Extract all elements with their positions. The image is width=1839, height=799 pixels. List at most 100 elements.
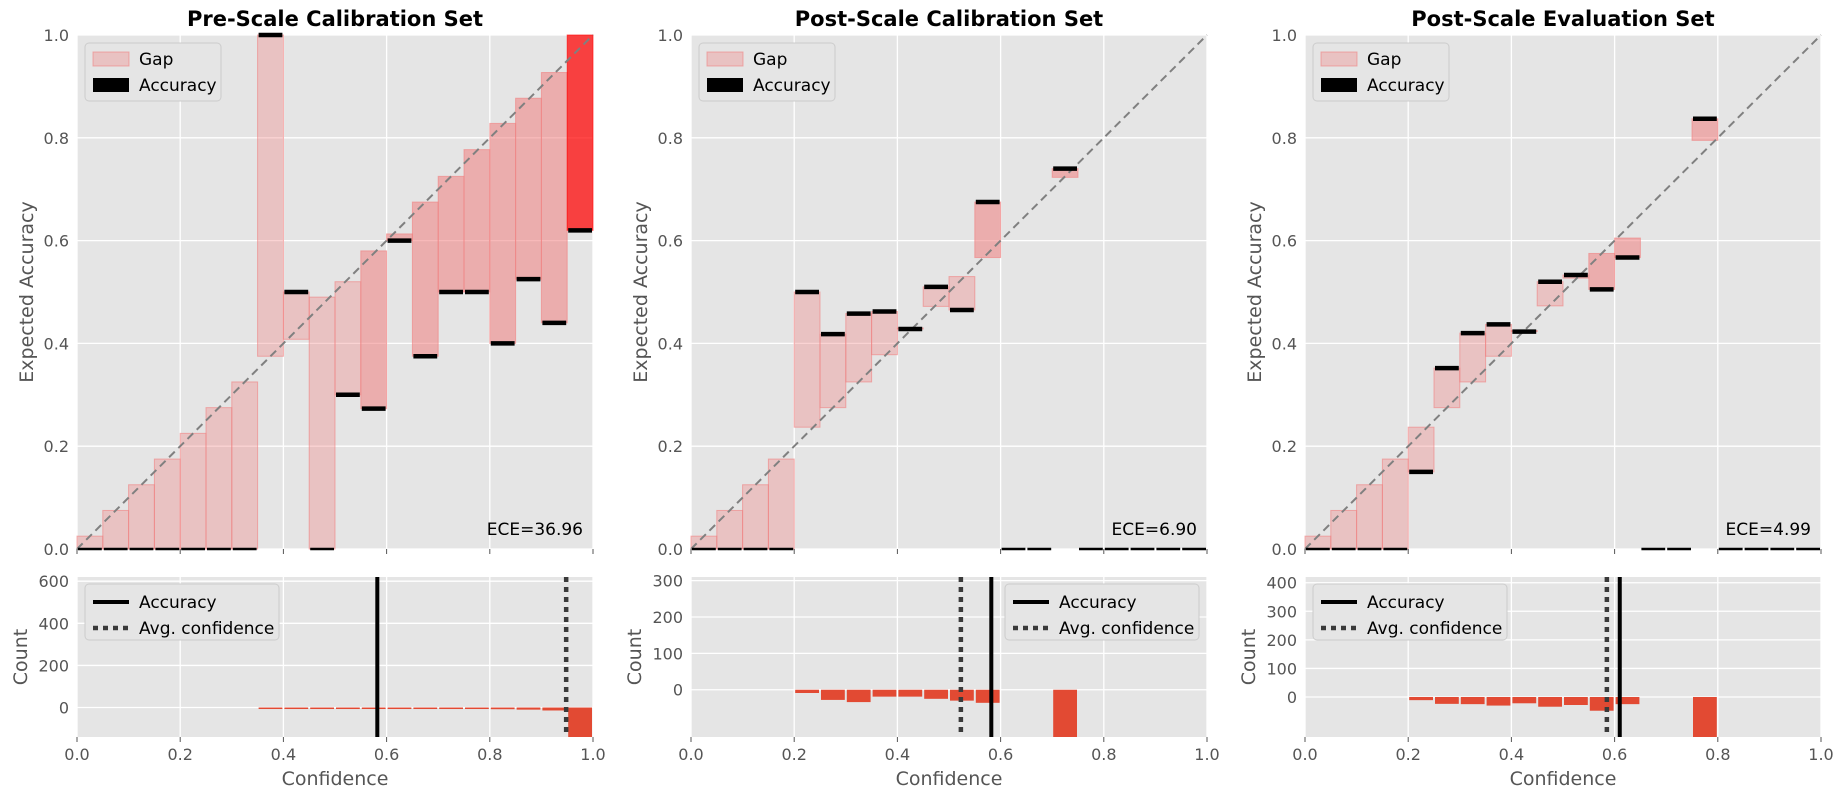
x-axis-label: Confidence — [1510, 768, 1617, 790]
count-y-tick-label: 600 — [38, 572, 69, 591]
count-y-tick-label: 300 — [652, 572, 683, 591]
legend-gap-swatch — [92, 51, 130, 67]
y-tick-label: 0.6 — [1272, 232, 1297, 251]
legend-bottom-accuracy-label: Accuracy — [1059, 593, 1137, 613]
count-bar — [1564, 697, 1588, 705]
count-bar — [413, 707, 438, 710]
gap-bar — [1459, 332, 1487, 383]
x-tick-label: 0.4 — [271, 745, 296, 764]
bottom-legend-box — [1004, 583, 1200, 641]
x-tick-label: 0.2 — [781, 745, 806, 764]
count-y-tick-label: 100 — [652, 644, 683, 663]
count-y-tick-label: 0 — [59, 699, 69, 718]
gap-bar — [793, 291, 821, 428]
y-tick-label: 0.2 — [1272, 437, 1297, 456]
count-bar — [542, 707, 567, 711]
x-tick-label: 0.0 — [64, 745, 89, 764]
count-bar — [975, 689, 1000, 703]
y-tick-label: 0.0 — [658, 540, 683, 559]
gap-bar — [871, 311, 898, 356]
y-tick-label: 0.0 — [44, 540, 69, 559]
gap-bar — [1485, 323, 1512, 357]
count-bar — [950, 689, 974, 701]
bottom-legend-box — [84, 583, 280, 641]
y-axis-label-bottom: Count — [1238, 629, 1260, 685]
x-tick-label: 1.0 — [580, 745, 605, 764]
count-bar — [258, 707, 283, 710]
legend-gap-label: Gap — [1367, 50, 1401, 70]
legend-accuracy-swatch — [1321, 78, 1357, 92]
count-bar — [516, 707, 541, 710]
gap-bar — [411, 201, 439, 357]
y-tick-label: 1.0 — [1272, 26, 1297, 45]
gap-bar — [742, 484, 769, 550]
count-bar — [490, 707, 515, 710]
y-axis-label-bottom: Count — [624, 629, 646, 685]
count-bar — [1512, 697, 1537, 704]
count-y-tick-label: 400 — [38, 614, 69, 633]
gap-bar — [231, 381, 259, 550]
y-tick-label: 0.6 — [44, 232, 69, 251]
count-bar — [846, 689, 871, 703]
count-bar — [361, 707, 386, 710]
ece-label: ECE=36.96 — [487, 520, 583, 540]
legend-gap-swatch — [706, 51, 744, 67]
count-bar — [821, 689, 845, 700]
y-tick-label: 0.4 — [1272, 334, 1297, 353]
gap-bar — [974, 201, 1002, 259]
gap-bar — [948, 276, 976, 311]
y-axis-label-top: Expected Accuracy — [1244, 201, 1266, 382]
y-tick-label: 0.8 — [44, 129, 69, 148]
count-bar — [465, 707, 489, 710]
gap-bar — [102, 509, 130, 550]
count-y-tick-label: 0 — [673, 681, 683, 700]
gap-bar — [515, 97, 542, 280]
gap-bar — [153, 458, 181, 550]
gap-bar — [205, 407, 233, 550]
count-bar — [1693, 697, 1717, 737]
count-bar — [1615, 697, 1640, 705]
y-axis-label-top: Expected Accuracy — [16, 201, 38, 382]
gap-bar — [566, 34, 594, 231]
perfect-calibration-diagonal — [690, 34, 1208, 550]
gap-bar — [257, 34, 284, 357]
legend-accuracy-label: Accuracy — [1367, 76, 1445, 96]
y-tick-label: 0.4 — [658, 334, 683, 353]
count-y-tick-label: 400 — [1266, 574, 1297, 593]
legend-bottom-accuracy-label: Accuracy — [139, 593, 217, 613]
y-axis-label-top: Expected Accuracy — [630, 201, 652, 382]
gap-bar — [1614, 237, 1641, 259]
ece-label: ECE=4.99 — [1726, 520, 1811, 540]
x-tick-label: 0.6 — [1602, 745, 1627, 764]
chart-title: Post-Scale Evaluation Set — [1411, 7, 1714, 31]
legend-gap-swatch — [1320, 51, 1358, 67]
gap-bar — [1304, 535, 1332, 550]
chart-title: Pre-Scale Calibration Set — [187, 7, 483, 31]
panel-post-scale-calibration: 0.0 0.2 0.4 0.6 0.8 1.0 0.0 0.2 0.4 0.6 0.8 1.0 0 100… — [624, 7, 1220, 790]
y-tick-label: 0.0 — [1272, 540, 1297, 559]
count-y-tick-label: 300 — [1266, 602, 1297, 621]
perfect-calibration-diagonal — [76, 34, 594, 550]
gap-bar — [360, 250, 388, 410]
gap-bar — [1536, 281, 1564, 307]
count-y-tick-label: 200 — [38, 656, 69, 675]
count-bar — [924, 689, 948, 699]
x-tick-label: 0.4 — [885, 745, 910, 764]
legend-avg-confidence-label: Avg. confidence — [1367, 619, 1502, 639]
gap-bar — [334, 281, 362, 396]
gap-bar — [1356, 484, 1383, 550]
gap-bar — [1381, 458, 1409, 550]
count-bar — [872, 689, 897, 697]
count-y-tick-label: 200 — [652, 608, 683, 627]
count-bar — [439, 707, 463, 710]
count-bar — [1409, 697, 1433, 701]
y-tick-label: 1.0 — [658, 26, 683, 45]
x-tick-label: 0.8 — [477, 745, 502, 764]
legend-accuracy-label: Accuracy — [753, 76, 831, 96]
gap-bar — [1691, 118, 1719, 141]
y-tick-label: 0.8 — [1272, 129, 1297, 148]
gap-bar — [282, 291, 310, 340]
x-tick-label: 1.0 — [1808, 745, 1833, 764]
x-tick-label: 0.2 — [1395, 745, 1420, 764]
